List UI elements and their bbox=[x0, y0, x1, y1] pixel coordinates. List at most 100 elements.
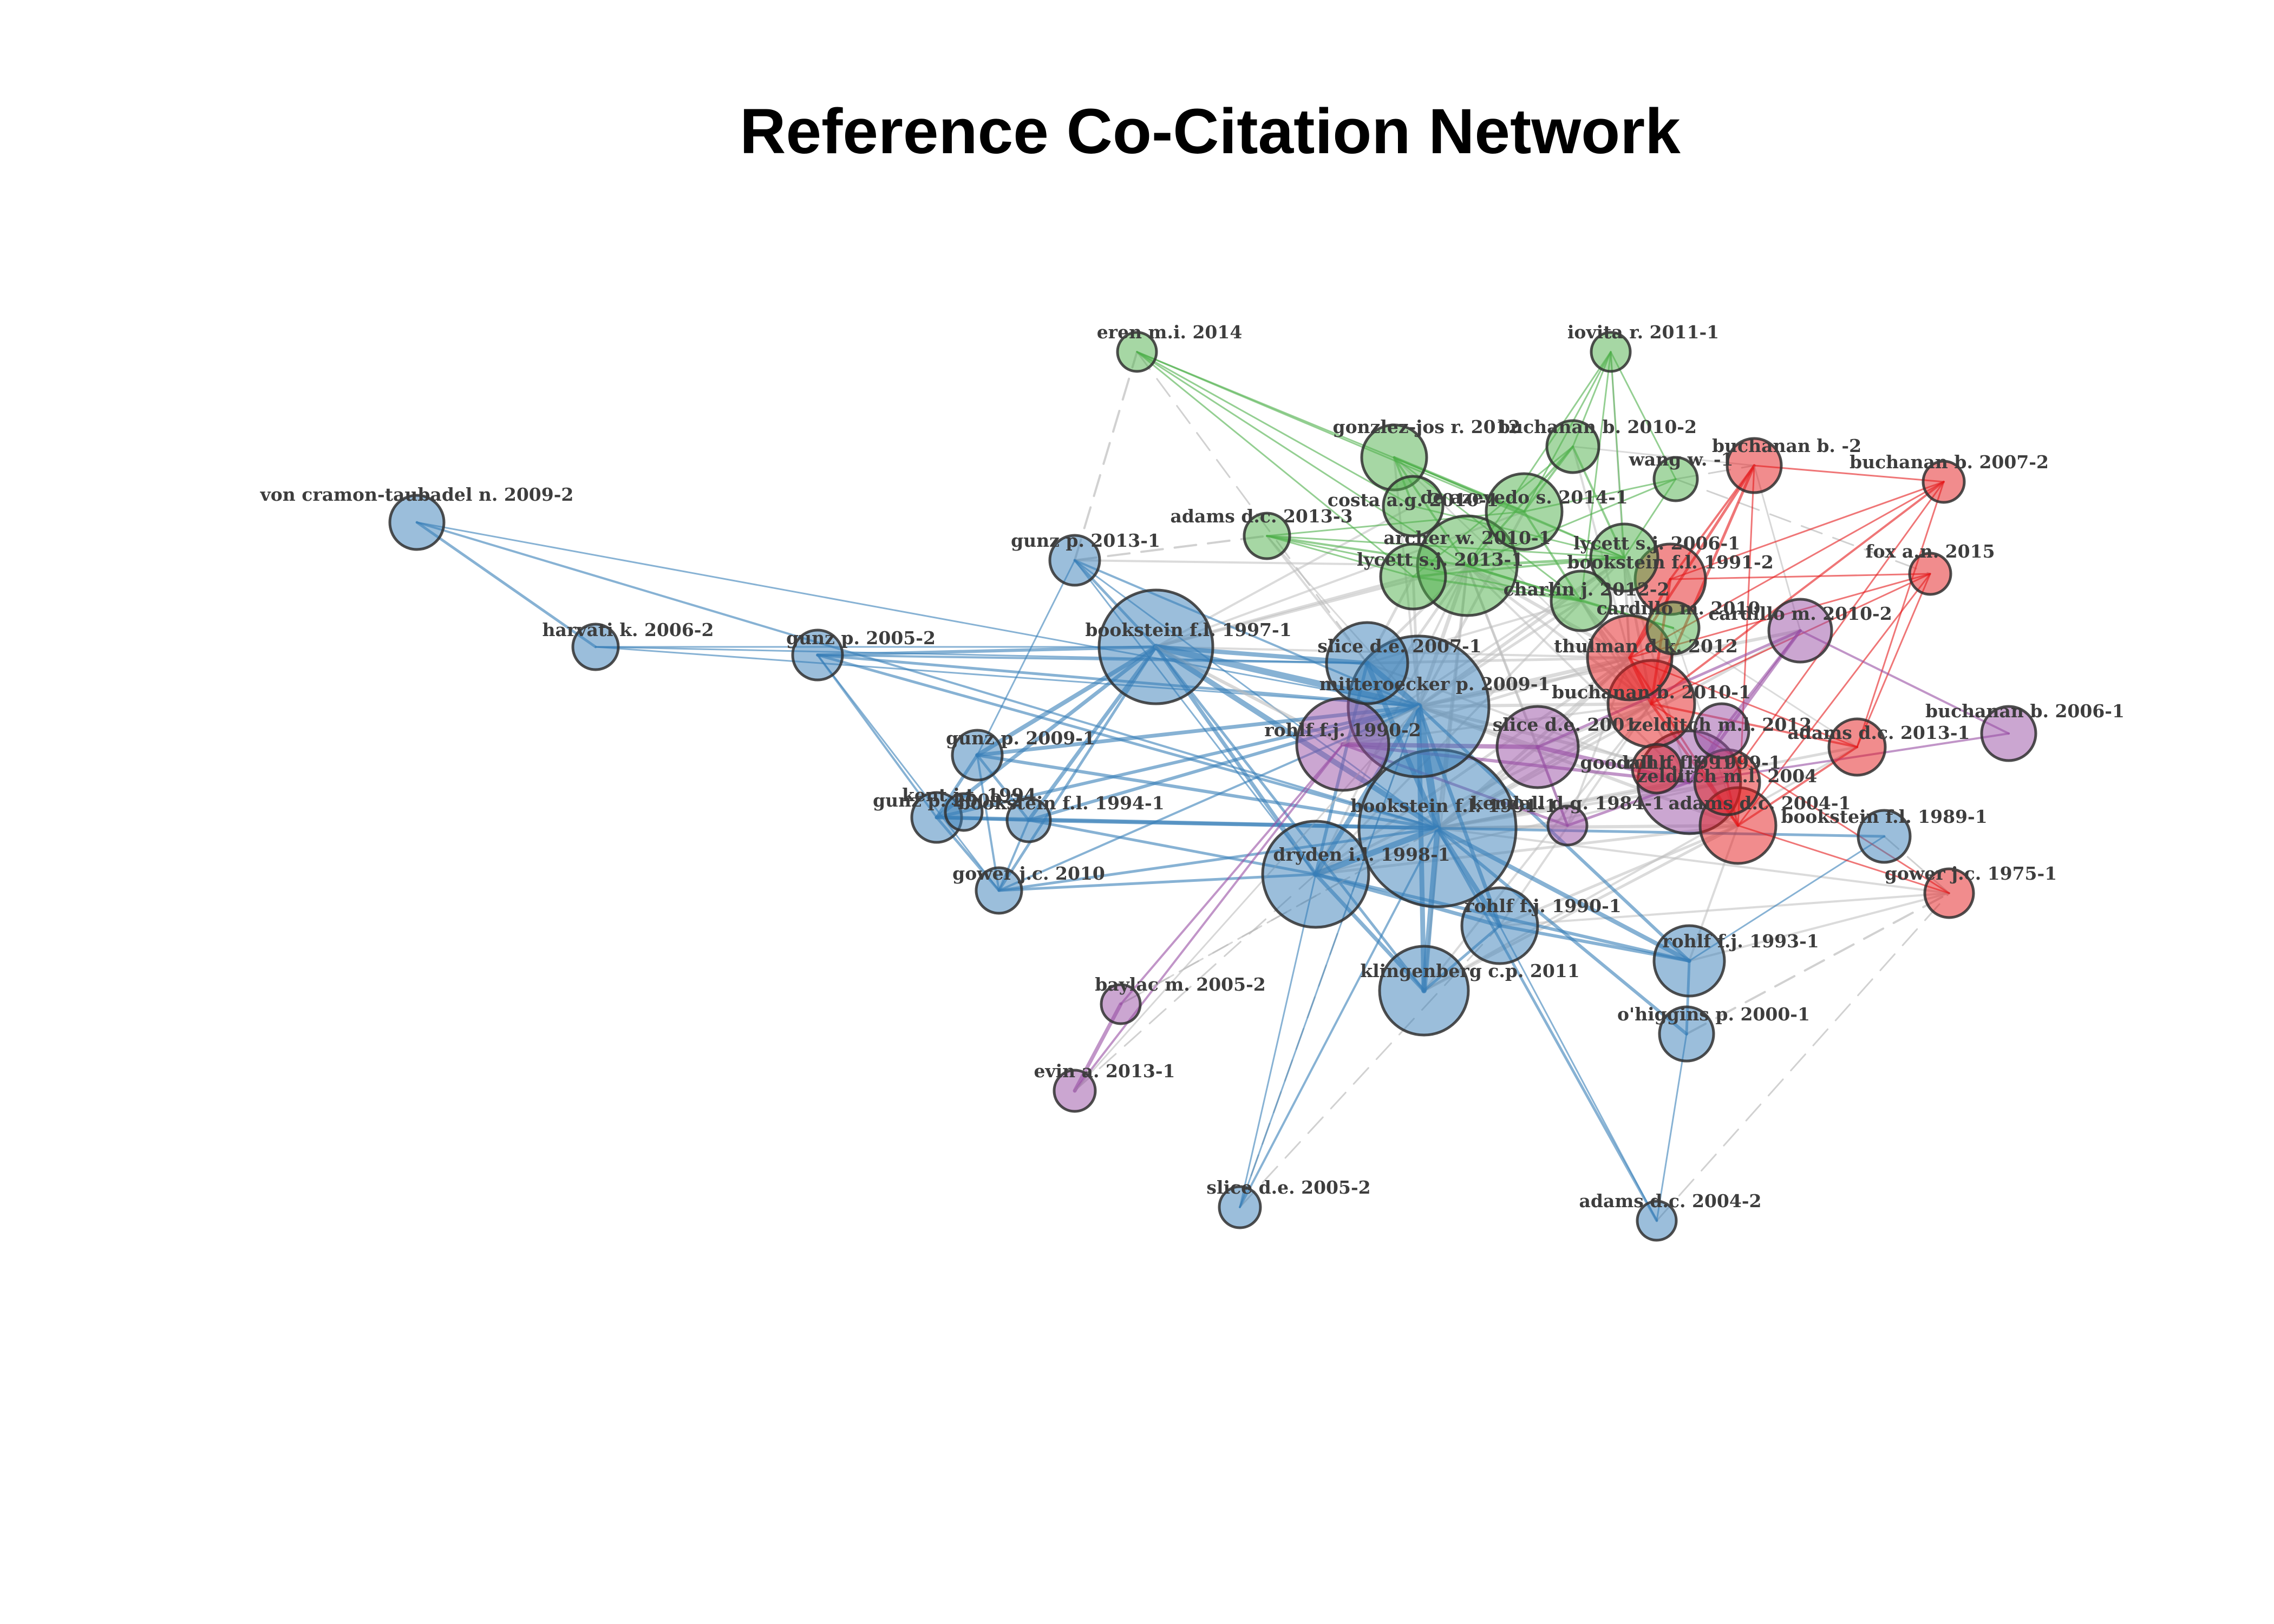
node-cardillo-m-2010-2[interactable] bbox=[1767, 598, 1833, 664]
node-label: buchanan b. 2007-2 bbox=[1850, 451, 2049, 473]
node-eren-m-i-2014[interactable] bbox=[1116, 331, 1158, 373]
node-lycett-s-j-2006-1[interactable] bbox=[1589, 522, 1659, 593]
node-slice-d-e-2001[interactable] bbox=[1495, 705, 1580, 789]
node-adams-d-c-2004-2[interactable] bbox=[1636, 1200, 1678, 1242]
node-slice-d-e-2005-2[interactable] bbox=[1218, 1185, 1262, 1229]
node-label: gunz p. 2009-2 bbox=[873, 790, 1022, 811]
node-label: kendall d.g. 1984-1 bbox=[1471, 793, 1664, 814]
node-label: o'higgins p. 2000-1 bbox=[1617, 1004, 1810, 1025]
node-label: charlin j. 2012-2 bbox=[1504, 579, 1670, 600]
node-buchanan-b-2006-1[interactable] bbox=[1980, 705, 2037, 762]
node-gunz-p-2013-1[interactable] bbox=[1048, 534, 1101, 587]
label-layer: von cramon-taubadel n. 2009-2 harvati k. … bbox=[260, 322, 2125, 1212]
node-slice-d-e-2007-1[interactable] bbox=[1325, 621, 1409, 705]
blue-cluster-edge bbox=[1656, 1033, 1688, 1222]
blue-cluster-edge bbox=[1239, 873, 1317, 1208]
node-label: buchanan b. 2006-1 bbox=[1925, 700, 2125, 722]
node-bookstein-f-l-1997-1[interactable] bbox=[1097, 588, 1214, 705]
purple-cluster-edge bbox=[1120, 743, 1344, 1005]
between-cluster-edge bbox=[1436, 827, 1950, 894]
node-dryden-i-l-1998-1[interactable] bbox=[1261, 820, 1370, 929]
node-label: zelditch m.l. 2004 bbox=[1637, 765, 1817, 787]
node-lycett-s-j-2013-1[interactable] bbox=[1379, 542, 1447, 611]
blue-cluster-edge bbox=[816, 654, 1000, 892]
red-cluster-edge bbox=[1856, 573, 1931, 748]
node-fox-a-n-2015[interactable] bbox=[1908, 552, 1952, 596]
node-label: slice d.e. 2005-2 bbox=[1206, 1177, 1370, 1198]
node-label: de azevedo s. 2014-1 bbox=[1420, 487, 1628, 508]
node-label: buchanan b. -2 bbox=[1712, 435, 1861, 456]
node-label: klingenberg c.p. 2011 bbox=[1360, 960, 1580, 981]
node-label: rohlf f.j. 1993-1 bbox=[1662, 931, 1819, 952]
node-rohlf-f-j-1990-2[interactable] bbox=[1295, 697, 1390, 792]
node-von-cramon-taubadel-n-2009-2[interactable] bbox=[388, 494, 446, 551]
node-label: harvati k. 2006-2 bbox=[543, 619, 714, 640]
node-baylac-m-2005-2[interactable] bbox=[1100, 983, 1142, 1025]
node-gunz-p-2009-1[interactable] bbox=[951, 729, 1004, 782]
node-label: adams d.c. 2013-3 bbox=[1171, 506, 1353, 527]
node-iovita-r-2011-1[interactable] bbox=[1590, 331, 1632, 373]
node-goodall-c-1991[interactable] bbox=[1631, 743, 1683, 795]
node-label: slice d.e. 2001 bbox=[1493, 714, 1637, 735]
blue-cluster-edge bbox=[594, 646, 1420, 708]
blue-cluster-edge bbox=[416, 521, 1439, 829]
node-label: wang w. -1 bbox=[1628, 449, 1733, 470]
node-zelditch-m-l-2012[interactable] bbox=[1693, 702, 1750, 759]
node-label: gower j.c. 1975-1 bbox=[1885, 863, 2057, 884]
node-label: adams d.c. 2004-1 bbox=[1669, 793, 1851, 814]
node-harvati-k-2006-2[interactable] bbox=[571, 623, 620, 671]
blue-cluster-edge bbox=[816, 654, 1368, 664]
node-label: von cramon-taubadel n. 2009-2 bbox=[260, 484, 574, 505]
node-label: rohlf f.j. 1999-1 bbox=[1624, 752, 1781, 773]
red-cluster-edge bbox=[1650, 481, 1945, 705]
node-label: bookstein f.l. 1991-1 bbox=[1350, 795, 1557, 816]
node-kent-j-t-1994[interactable] bbox=[944, 792, 984, 832]
node-klingenberg-c-p-2011[interactable] bbox=[1378, 945, 1470, 1037]
node-evin-a-2013-1[interactable] bbox=[1053, 1069, 1097, 1113]
between-cluster-edge bbox=[1675, 478, 1931, 575]
blue-cluster-edge bbox=[976, 559, 1076, 756]
purple-cluster-edge bbox=[1074, 743, 1344, 1092]
purple-cluster-edge bbox=[1799, 630, 2010, 735]
node-rohlf-f-j-1990-1[interactable] bbox=[1460, 886, 1539, 965]
between-cluster-edge bbox=[1422, 824, 1740, 992]
red-cluster-edge bbox=[1726, 481, 1945, 783]
node-o-higgins-p-2000-1[interactable] bbox=[1658, 1005, 1715, 1063]
node-bookstein-f-l-1989-1[interactable] bbox=[1857, 809, 1912, 864]
red-cluster-edge bbox=[1856, 481, 1945, 748]
node-buchanan-b-2[interactable] bbox=[1726, 437, 1783, 494]
between-cluster-edge bbox=[1498, 824, 1740, 927]
node-label: gunz p. 2009-1 bbox=[946, 728, 1095, 749]
node-label: adams d.c. 2013-1 bbox=[1788, 722, 1970, 743]
node-label: cardillo m. 2010 bbox=[1597, 598, 1761, 619]
node-cardillo-m-2010[interactable] bbox=[1645, 600, 1701, 656]
red-cluster-edge bbox=[1737, 573, 1931, 827]
node-gunz-p-2005-2[interactable] bbox=[791, 628, 844, 682]
node-label: costa a.g. 2010-1 bbox=[1328, 489, 1499, 510]
between-cluster-edge bbox=[1688, 892, 1950, 962]
between-cluster-edge bbox=[1685, 892, 1950, 1035]
node-wang-w-1[interactable] bbox=[1652, 456, 1699, 502]
node-rohlf-f-j-1993-1[interactable] bbox=[1652, 924, 1726, 998]
green-cluster-edge bbox=[1136, 351, 1414, 507]
node-label: lycett s.j. 2006-1 bbox=[1573, 533, 1740, 554]
node-label: rohlf f.j. 1990-1 bbox=[1465, 895, 1622, 916]
node-buchanan-b-2007-2[interactable] bbox=[1922, 460, 1966, 504]
node-adams-d-c-2013-1[interactable] bbox=[1827, 717, 1887, 777]
node-label: cardillo m. 2010-2 bbox=[1708, 603, 1892, 624]
node-gower-j-c-1975-1[interactable] bbox=[1923, 867, 1975, 919]
node-kendall-d-g-1984-1[interactable] bbox=[1546, 804, 1589, 847]
node-label: slice d.e. 2007-1 bbox=[1317, 636, 1481, 657]
node-charlin-j-2012-2[interactable] bbox=[1550, 569, 1612, 632]
node-de-azevedo-s-2014-1[interactable] bbox=[1485, 472, 1564, 551]
node-gower-j-c-2010[interactable] bbox=[975, 866, 1023, 915]
node-adams-d-c-2013-3[interactable] bbox=[1243, 512, 1291, 560]
blue-cluster-edge bbox=[1154, 645, 1426, 992]
node-buchanan-b-2010-2[interactable] bbox=[1545, 419, 1600, 474]
node-bookstein-f-l-1994-1[interactable] bbox=[1005, 797, 1052, 843]
between-cluster-edge bbox=[1136, 351, 1368, 664]
node-costa-a-g-2010-1[interactable] bbox=[1382, 475, 1445, 538]
node-label: thulman d.k. 2012 bbox=[1554, 636, 1738, 657]
node-label: bookstein f.l. 1997-1 bbox=[1085, 619, 1291, 640]
